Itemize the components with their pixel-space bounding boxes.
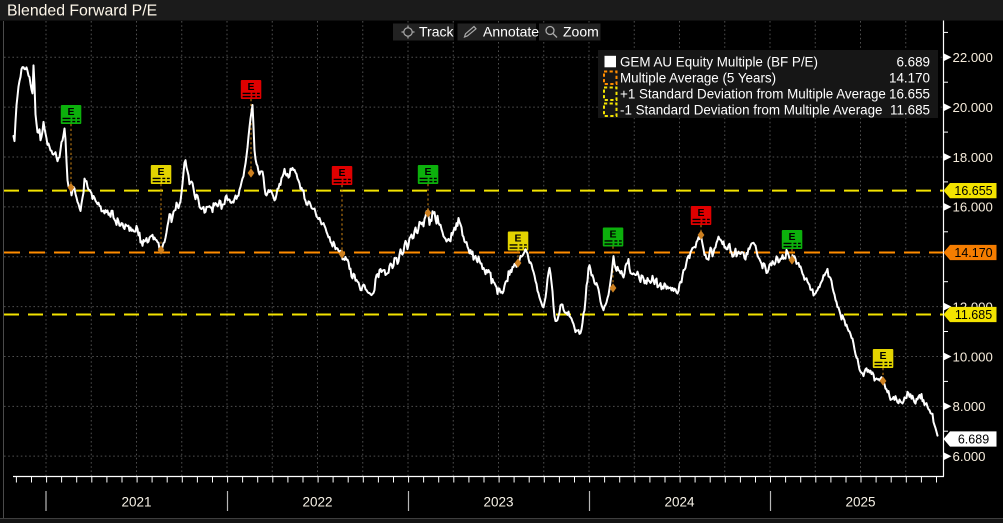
svg-text:6.689: 6.689 — [896, 54, 930, 69]
svg-text:GEM AU Equity Multiple (BF P/E: GEM AU Equity Multiple (BF P/E) — [620, 54, 818, 69]
svg-text:E: E — [609, 229, 616, 241]
svg-text:2025: 2025 — [845, 495, 875, 510]
svg-text:16.000: 16.000 — [953, 200, 993, 215]
svg-text:E: E — [788, 231, 795, 243]
svg-text:2021: 2021 — [121, 495, 151, 510]
svg-text:8.000: 8.000 — [953, 399, 986, 414]
svg-text:22.000: 22.000 — [953, 50, 993, 65]
svg-text:E: E — [67, 106, 74, 118]
svg-text:11.685: 11.685 — [955, 308, 992, 322]
svg-text:20.000: 20.000 — [953, 100, 993, 115]
svg-text:E: E — [879, 350, 886, 362]
svg-text:E: E — [424, 166, 431, 178]
svg-text:E: E — [697, 207, 704, 219]
svg-text:Multiple Average (5 Years): Multiple Average (5 Years) — [620, 70, 776, 85]
svg-text:+1 Standard Deviation from Mul: +1 Standard Deviation from Multiple Aver… — [620, 86, 886, 101]
svg-text:14.170: 14.170 — [889, 70, 930, 85]
svg-text:E: E — [514, 233, 521, 245]
svg-text:Track: Track — [419, 24, 454, 40]
svg-text:E: E — [157, 166, 164, 178]
svg-text:E: E — [338, 167, 345, 179]
svg-text:6.000: 6.000 — [953, 449, 986, 464]
svg-text:14.170: 14.170 — [954, 246, 992, 260]
svg-text:16.655: 16.655 — [889, 86, 930, 101]
svg-text:-1 Standard Deviation from Mul: -1 Standard Deviation from Multiple Aver… — [620, 102, 883, 117]
svg-text:11.685: 11.685 — [890, 102, 930, 117]
svg-text:2022: 2022 — [302, 495, 332, 510]
svg-text:Zoom: Zoom — [563, 24, 599, 40]
svg-text:6.689: 6.689 — [958, 433, 989, 447]
svg-text:16.655: 16.655 — [954, 184, 992, 198]
svg-text:Annotate: Annotate — [483, 24, 539, 40]
svg-text:E: E — [247, 81, 254, 93]
svg-text:2024: 2024 — [664, 495, 695, 510]
svg-text:18.000: 18.000 — [953, 150, 993, 165]
svg-text:10.000: 10.000 — [953, 349, 993, 364]
svg-text:Blended Forward P/E: Blended Forward P/E — [7, 3, 157, 20]
svg-text:2023: 2023 — [483, 495, 513, 510]
